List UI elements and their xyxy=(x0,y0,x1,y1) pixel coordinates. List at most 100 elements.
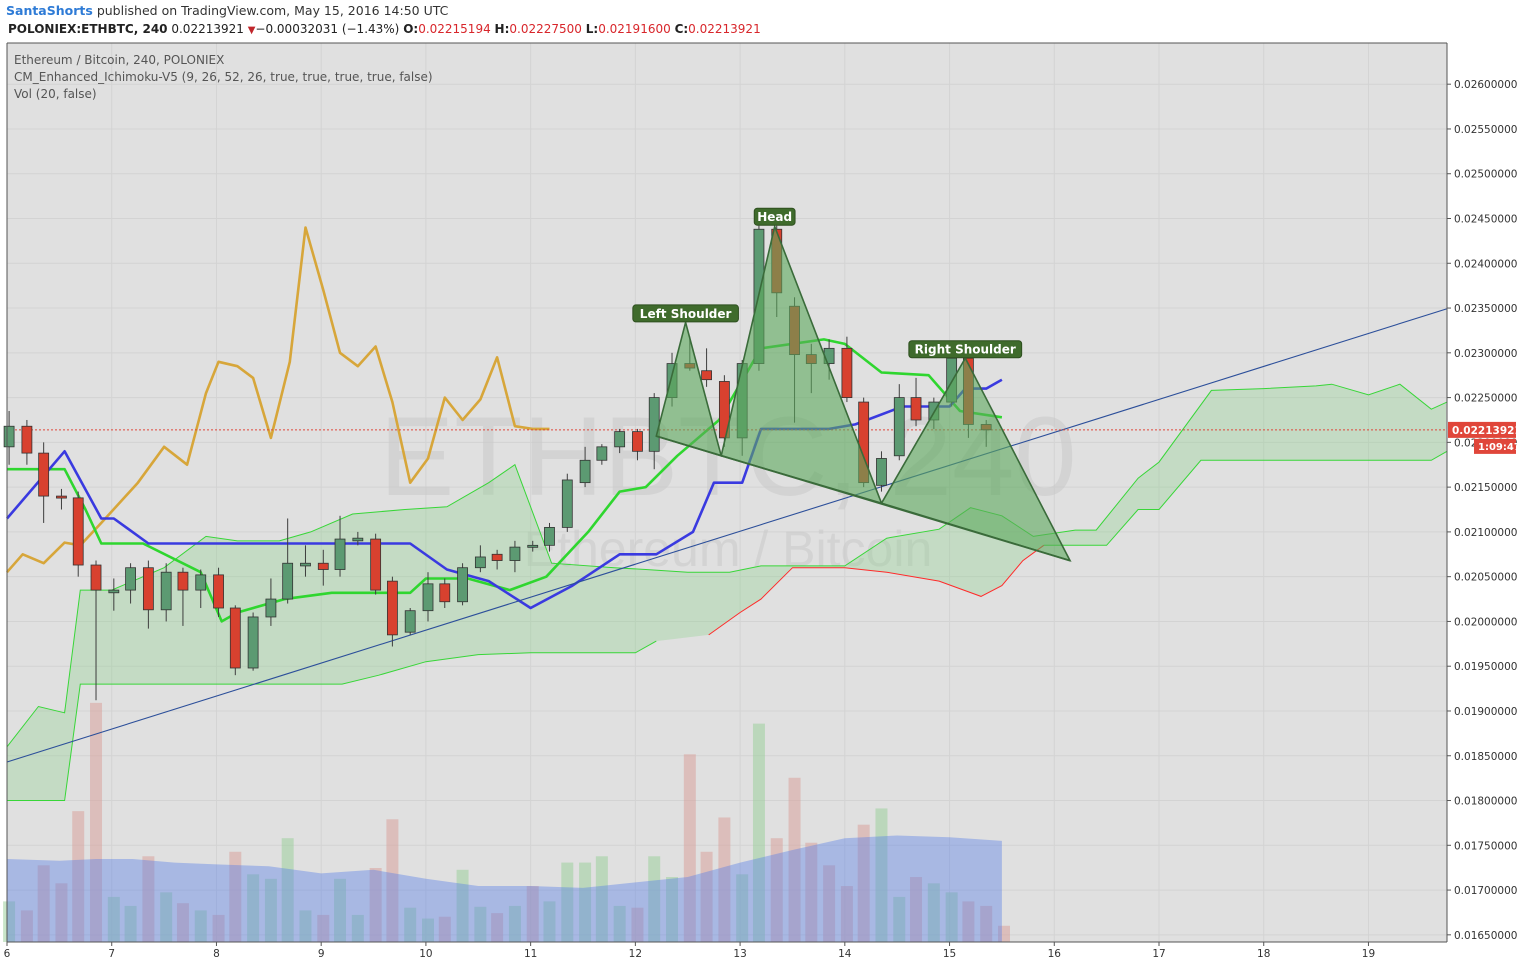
y-tick-label: 0.02150000 xyxy=(1454,482,1517,494)
y-tick-label: 0.02100000 xyxy=(1454,527,1517,539)
chikou-span-line xyxy=(6,226,550,574)
candle-up xyxy=(422,583,434,612)
price-change: −0.00032031 (−1.43%) xyxy=(255,22,400,36)
last-price: 0.02213921 xyxy=(171,22,244,36)
countdown-tag xyxy=(1474,438,1516,454)
candle-up xyxy=(108,589,120,594)
plot-background xyxy=(7,43,1447,942)
annotation-box xyxy=(908,340,1023,359)
candle-down xyxy=(72,497,84,566)
candle-up xyxy=(876,458,887,486)
candle-up xyxy=(561,479,573,528)
candle-down xyxy=(701,370,712,381)
x-tick-label: 19 xyxy=(1362,948,1375,960)
watermark-name: Ethereum / Bitcoin xyxy=(524,521,933,577)
candle-down xyxy=(718,381,730,439)
high-value: 0.02227500 xyxy=(509,22,582,36)
close-label: C: xyxy=(674,22,689,36)
candle-down xyxy=(317,562,329,570)
y-tick-label: 0.02550000 xyxy=(1454,124,1517,136)
annotation-head: Head xyxy=(753,207,796,226)
volume-bar xyxy=(857,824,870,942)
ohlc-bar: POLONIEX:ETHBTC, 240 0.02213921 ▼−0.0003… xyxy=(8,22,761,36)
volume-bar xyxy=(526,886,539,942)
axes: 0.01650000 0.01700000 0.01750000 0.01800000… xyxy=(0,42,1529,968)
x-tick-label: 9 xyxy=(318,948,325,960)
legend-ichimoku[interactable]: CM_Enhanced_Ichimoku-V5 (9, 26, 52, 26, … xyxy=(14,70,433,84)
ascending-trendline xyxy=(6,306,1453,763)
y-tick-label: 0.01850000 xyxy=(1454,751,1517,763)
candle-up xyxy=(648,397,660,452)
author-link[interactable]: SantaShorts xyxy=(6,3,93,18)
y-tick-label: 0.01900000 xyxy=(1454,706,1517,718)
candle-up xyxy=(265,598,277,618)
y-tick-label: 0.02000000 xyxy=(1454,616,1517,628)
candle-up xyxy=(527,544,539,548)
y-tick-label: 0.01800000 xyxy=(1454,796,1517,808)
volume-bar xyxy=(176,903,189,942)
y-tick-label: 0.02050000 xyxy=(1454,572,1517,584)
pattern-annotations: Left Shoulder Head Right Shoulder xyxy=(632,207,1023,359)
volume-bar xyxy=(683,754,696,942)
volume-bar xyxy=(160,892,173,942)
volume-bar xyxy=(386,819,399,942)
candle-down xyxy=(38,452,50,497)
left-margin xyxy=(0,43,7,968)
candle-down xyxy=(229,607,241,669)
candle-up xyxy=(125,567,136,591)
price-axis-panel xyxy=(1447,43,1529,968)
candle-up xyxy=(352,537,364,542)
volume-bar xyxy=(264,878,277,942)
annotation-label: Head xyxy=(757,210,792,224)
candle-down xyxy=(142,567,154,611)
volume-bar xyxy=(3,901,16,942)
kijun-sen-line xyxy=(7,338,1003,623)
open-value: 0.02215194 xyxy=(418,22,491,36)
y-tick-label: 0.01650000 xyxy=(1454,930,1517,942)
volume-bar xyxy=(281,838,294,942)
candle-up xyxy=(404,610,416,633)
annotation-label: Right Shoulder xyxy=(915,343,1016,357)
volume-bar xyxy=(893,896,906,942)
symbol-label[interactable]: POLONIEX:ETHBTC, 240 xyxy=(8,22,168,36)
volume-bar xyxy=(945,892,958,942)
x-tick-label: 7 xyxy=(108,948,115,960)
senkou-span-a-line xyxy=(6,383,1448,748)
candle-down xyxy=(213,574,224,609)
candlesticks xyxy=(3,225,992,701)
volume-bar xyxy=(474,906,487,942)
x-tick-label: 15 xyxy=(943,948,956,960)
x-tick-label: 13 xyxy=(733,948,746,960)
candle-down xyxy=(841,347,853,398)
senkou-span-b-line-bearish xyxy=(708,544,1045,636)
candle-up xyxy=(579,459,591,484)
high-label: H: xyxy=(494,22,510,36)
candle-down xyxy=(910,397,922,421)
x-tick-label: 16 xyxy=(1048,948,1062,960)
y-tick-label: 0.02400000 xyxy=(1454,258,1517,270)
down-arrow-icon: ▼ xyxy=(247,25,256,36)
legend-volume[interactable]: Vol (20, false) xyxy=(14,87,97,101)
x-tick-label: 8 xyxy=(213,948,220,960)
volume-bar xyxy=(55,883,68,942)
volume-bar xyxy=(752,723,765,942)
volume-bar xyxy=(37,865,50,942)
volume-bar xyxy=(422,918,435,942)
volume-bar xyxy=(648,856,661,942)
candle-down xyxy=(177,571,189,591)
candle-up xyxy=(300,562,311,567)
x-tick-label: 11 xyxy=(524,948,537,960)
y-tick-label: 0.02500000 xyxy=(1454,169,1517,181)
candle-up xyxy=(247,616,259,669)
low-label: L: xyxy=(585,22,599,36)
low-value: 0.02191600 xyxy=(598,22,671,36)
y-tick-label: 0.02350000 xyxy=(1454,303,1517,315)
legend-symbol[interactable]: Ethereum / Bitcoin, 240, POLONIEX xyxy=(14,53,225,67)
volume-bar xyxy=(788,777,801,942)
cloud-bullish xyxy=(7,384,1446,801)
time-axis-panel xyxy=(0,942,1447,968)
volume-bar xyxy=(962,901,975,942)
volume-bar xyxy=(212,914,225,942)
annotation-label: Left Shoulder xyxy=(640,307,732,321)
